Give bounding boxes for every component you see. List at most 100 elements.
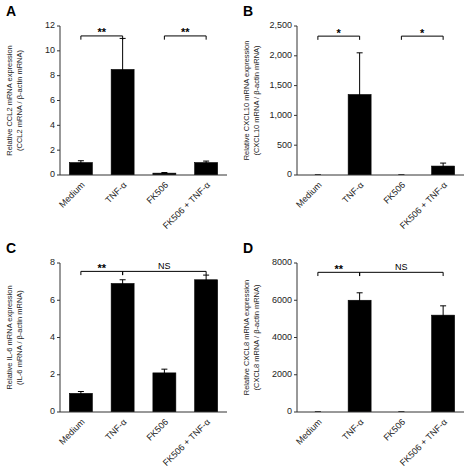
sig-label: NS — [158, 261, 171, 271]
y-tick — [57, 374, 60, 375]
y-axis — [297, 26, 298, 175]
x-tick-label: FK506 + TNF-α — [161, 417, 212, 468]
panel-label: C — [6, 240, 16, 256]
y-tick — [57, 26, 60, 27]
error-bar — [161, 369, 167, 376]
sig-label: * — [337, 27, 342, 39]
y-tick-label: 8 — [50, 257, 55, 267]
x-tick-label: TNF-α — [103, 180, 128, 205]
y-tick-label: 2,000 — [269, 50, 292, 60]
y-tick-label: 4 — [50, 120, 55, 130]
x-tick-label: FK506 — [144, 417, 170, 443]
y-tick-label: 1,000 — [269, 110, 292, 120]
x-tick-label: Medium — [57, 180, 87, 210]
y-tick — [294, 115, 297, 116]
bar — [195, 163, 218, 175]
error-bar — [440, 163, 446, 169]
x-tick-label: FK506 + TNF-α — [161, 180, 212, 231]
x-tick-label: TNF-α — [340, 417, 365, 442]
y-tick — [57, 412, 60, 413]
y-tick-label: 0 — [50, 169, 55, 179]
bar — [348, 300, 371, 412]
error-bar — [203, 275, 209, 284]
bar — [69, 393, 92, 412]
x-axis — [60, 412, 227, 413]
y-tick — [294, 337, 297, 338]
panel: C02468MediumTNF-αFK506FK506 + TNF-αRelat… — [5, 240, 227, 468]
error-bar — [357, 293, 363, 308]
y-tick — [294, 412, 297, 413]
sig-label: ** — [97, 26, 106, 38]
x-tick-label: TNF-α — [340, 180, 365, 205]
x-tick-label: FK506 + TNF-α — [398, 180, 449, 231]
error-bar — [203, 161, 209, 164]
x-tick-label: Medium — [294, 417, 324, 447]
plot-area — [69, 275, 217, 412]
y-tick — [57, 175, 60, 176]
y-tick — [57, 300, 60, 301]
panel-label: D — [243, 240, 253, 256]
y-tick-label: 1,500 — [269, 80, 292, 90]
plot-area — [69, 38, 217, 175]
y-tick-label: 8000 — [272, 257, 292, 267]
plot-area — [315, 293, 455, 412]
y-tick — [57, 150, 60, 151]
sig-label: ** — [334, 263, 343, 275]
panel: B 0 500 1,000 1,500 2,000 2,500 Medium TNF-α FK50… — [242, 3, 464, 231]
y-tick-label: 2,500 — [269, 20, 292, 30]
sig-bracket — [360, 272, 444, 276]
bar — [432, 315, 455, 412]
error-bar — [78, 161, 84, 165]
bar — [153, 373, 176, 412]
y-tick — [57, 337, 60, 338]
y-tick — [294, 26, 297, 27]
x-tick-label: FK506 — [381, 417, 407, 443]
y-tick-label: 0 — [287, 169, 292, 179]
y-tick-label: 4 — [50, 332, 55, 342]
y-tick — [57, 100, 60, 101]
y-tick-label: 0 — [50, 406, 55, 416]
bar — [69, 163, 92, 175]
sig-label: ** — [97, 262, 106, 274]
y-tick-label: 6 — [50, 95, 55, 105]
bar — [111, 283, 134, 412]
y-tick — [294, 374, 297, 375]
x-tick-label: FK506 — [381, 180, 407, 206]
error-bar — [120, 280, 126, 287]
panel-label: B — [243, 3, 253, 19]
y-tick — [57, 50, 60, 51]
x-tick-label: FK506 — [144, 180, 170, 206]
y-tick — [294, 300, 297, 301]
x-axis — [60, 175, 227, 176]
y-axis-label: Relative IL-6 mRNA expression(IL-6 mRNA … — [5, 285, 24, 389]
y-tick-label: 8 — [50, 70, 55, 80]
y-tick-label: 2000 — [272, 369, 292, 379]
x-tick-label: TNF-α — [103, 417, 128, 442]
x-tick-label: Medium — [294, 180, 324, 210]
sig-bracket — [123, 271, 207, 275]
y-tick — [294, 263, 297, 264]
y-axis-label: Relative CXCL8 mRNA expression(CXCL8 mRN… — [242, 280, 261, 395]
bar — [195, 280, 218, 412]
error-bar — [120, 38, 126, 100]
error-bar — [440, 306, 446, 325]
y-tick-label: 500 — [277, 140, 292, 150]
sig-label: ** — [181, 26, 190, 38]
y-tick-label: 6000 — [272, 295, 292, 305]
y-tick-label: 2 — [50, 145, 55, 155]
x-tick-label: Medium — [57, 417, 87, 447]
y-tick — [294, 55, 297, 56]
sig-label: NS — [395, 262, 408, 272]
sig-label: * — [420, 27, 425, 39]
panel: D02000400060008000MediumTNF-αFK506FK506 … — [242, 240, 464, 468]
y-tick-label: 10 — [45, 45, 55, 55]
x-tick-label: FK506 + TNF-α — [398, 417, 449, 468]
panel-label: A — [6, 3, 16, 19]
y-axis-label: Relative CXCL10 mRNA expression(CXCL10 m… — [242, 41, 261, 161]
y-tick-label: 2 — [50, 369, 55, 379]
panel: A024681012MediumTNF-αFK506FK506 + TNF-αR… — [5, 3, 227, 231]
y-tick — [294, 85, 297, 86]
error-bar — [161, 173, 167, 174]
y-tick — [294, 145, 297, 146]
y-tick-label: 0 — [287, 406, 292, 416]
